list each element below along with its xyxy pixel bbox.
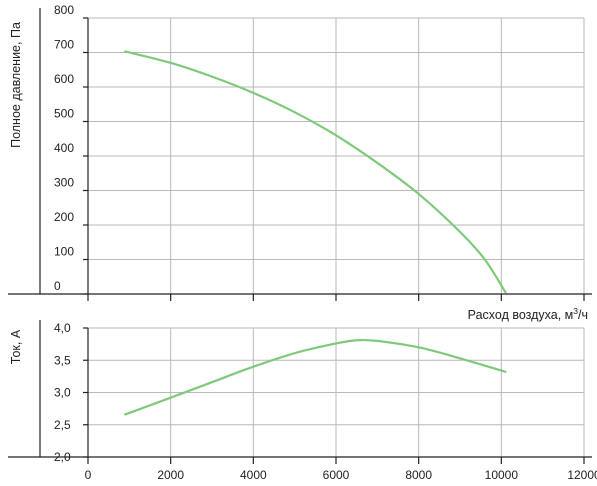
pressure-y-tick-label: 600 [54, 72, 74, 86]
pressure-y-tick-label: 800 [54, 3, 74, 17]
current-y-tick-label: 3,0 [54, 386, 71, 400]
pressure-y-tick-label: 300 [54, 176, 74, 190]
airflow-x-tick-label: 12000 [567, 468, 597, 482]
airflow-x-tick-label: 2000 [157, 468, 184, 482]
pressure-y-axis-title: Полное давление, Па [9, 22, 23, 148]
pressure-y-tick-label: 700 [54, 38, 74, 52]
pressure-y-tick-label: 500 [54, 107, 74, 121]
current-grid [8, 320, 592, 458]
pressure-curve [124, 50, 507, 294]
pressure-y-tick-label: 200 [54, 210, 74, 224]
current-y-tick-label: 2,0 [54, 450, 71, 464]
current-y-tick-label: 3,5 [54, 353, 71, 367]
pressure-y-tick-label: 0 [54, 279, 61, 293]
pressure-y-tick-label: 100 [54, 245, 74, 259]
airflow-x-axis-title-superscript: 3 [573, 306, 578, 316]
current-y-tick-label: 2,5 [54, 418, 71, 432]
airflow-x-axis-title-main: Расход воздуха, м [468, 308, 574, 322]
airflow-x-tick-label: 6000 [323, 468, 350, 482]
pressure-y-ticks: 0 100 200 300 400 500 600 700 800 [54, 3, 88, 295]
airflow-x-ticks: 0 2000 4000 6000 8000 10000 12000 [85, 294, 597, 482]
airflow-x-axis-title-suffix: /ч [578, 308, 588, 322]
airflow-x-tick-label: 8000 [405, 468, 432, 482]
airflow-x-tick-label: 10000 [485, 468, 519, 482]
pressure-plot: 0 100 200 300 400 500 600 700 800 Полное давлени… [8, 3, 592, 295]
airflow-x-tick-label: 0 [85, 468, 92, 482]
current-plot: 2,0 2,5 3,0 3,5 4,0 0 2000 4000 6000 8000 10000 12… [8, 294, 597, 482]
current-y-axis-title: Ток, А [9, 329, 23, 364]
current-y-ticks: 2,0 2,5 3,0 3,5 4,0 [54, 321, 88, 464]
airflow-x-tick-label: 4000 [240, 468, 267, 482]
pressure-grid [8, 8, 592, 295]
current-curve [124, 338, 507, 416]
current-y-tick-label: 4,0 [54, 321, 71, 335]
pressure-y-tick-label: 400 [54, 141, 74, 155]
airflow-x-axis-title: Расход воздуха, м3/ч [468, 306, 588, 322]
